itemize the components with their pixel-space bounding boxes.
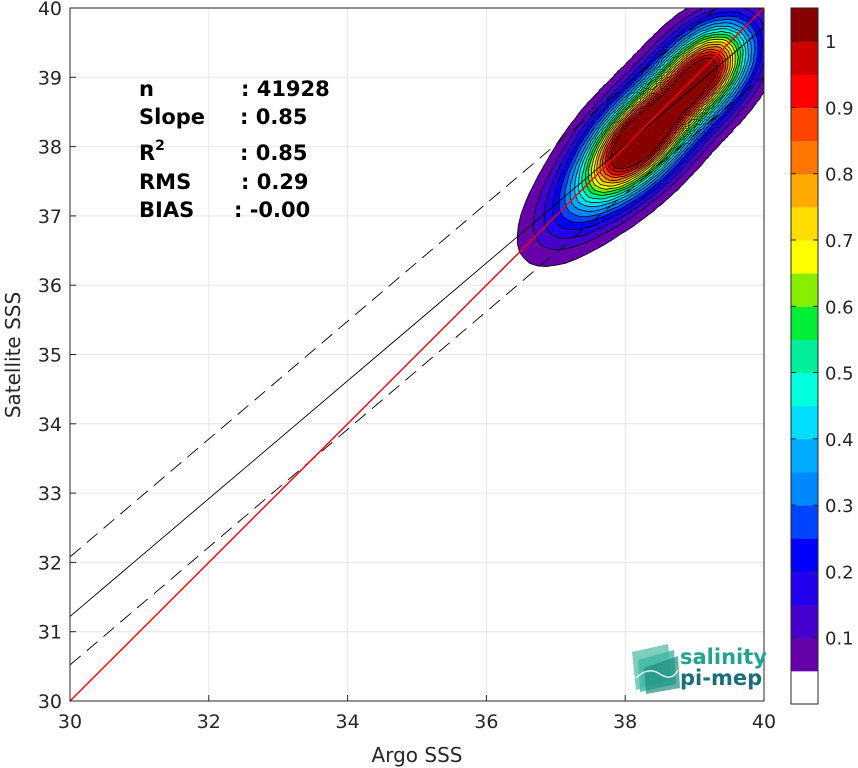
colorbar-band-10: [791, 339, 818, 374]
stat-label-4: BIAS: [139, 198, 194, 222]
x-tick-label-0: 30: [58, 711, 82, 733]
colorbar-band-7: [791, 438, 818, 473]
x-axis-ticks: 30 32 34 36 38 40: [58, 695, 776, 733]
y-tick-label-6: 36: [38, 275, 62, 297]
y-tick-label-9: 39: [38, 67, 62, 89]
contour-level-20: [609, 57, 718, 170]
logo-text-pi-mep: pi-mep: [680, 666, 762, 690]
stat-value-4: : -0.00: [234, 198, 310, 222]
colorbar-tick-label-3: 0.4: [825, 430, 854, 451]
y-tick-label-1: 31: [38, 622, 62, 644]
logo-wave-icon: [632, 644, 680, 694]
colorbar-tick-label-5: 0.6: [825, 297, 854, 318]
colorbar-band-13: [791, 240, 818, 274]
colorbar-band-16: [791, 140, 818, 175]
y-tick-label-8: 38: [38, 137, 62, 159]
colorbar-band-5: [791, 505, 818, 539]
y-tick-label-7: 37: [38, 206, 62, 228]
y-tick-label-3: 33: [38, 483, 62, 505]
colorbar-band-14: [791, 206, 818, 241]
x-tick-label-4: 38: [613, 711, 637, 733]
x-axis-label: Argo SSS: [372, 743, 463, 767]
salinity-pi-mep-logo: salinity pi-mep: [632, 644, 767, 694]
stat-label-0: n: [139, 77, 154, 101]
y-tick-label-10: 40: [38, 0, 62, 20]
x-tick-label-5: 40: [752, 711, 776, 733]
colorbar-band-2: [791, 604, 818, 639]
colorbar-tick-label-8: 0.9: [825, 98, 854, 119]
stat-value-1: : 0.85: [240, 105, 308, 129]
regression-fit-line: [70, 27, 764, 617]
colorbar-band-20: [791, 8, 818, 42]
colorbar-tick-label-1: 0.2: [825, 562, 854, 583]
reference-lines: [70, 8, 764, 701]
logo-text-salinity: salinity: [680, 645, 767, 669]
colorbar-band-17: [791, 107, 818, 142]
colorbar-band-15: [791, 173, 818, 208]
fit-lower-bound-line: [70, 75, 764, 666]
colorbar-tick-label-7: 0.8: [825, 165, 854, 186]
density-contours: [516, 8, 764, 268]
stat-value-2: : 0.85: [240, 141, 308, 165]
fit-upper-bound-line: [70, 8, 718, 558]
colorbar-frame: [790, 7, 819, 705]
x-tick-label-3: 36: [474, 711, 498, 733]
stat-value-3: : 0.29: [241, 170, 309, 194]
colorbar-band-18: [791, 74, 818, 108]
colorbar-band-19: [791, 41, 818, 75]
colorbar-band-1: [791, 637, 818, 672]
colorbar-tick-label-2: 0.3: [825, 496, 854, 517]
x-tick-label-1: 32: [197, 711, 221, 733]
colorbar-band-11: [791, 306, 818, 340]
stat-label-3: RMS: [139, 170, 191, 194]
colorbar-tick-label-9: 1: [825, 32, 836, 53]
stat-superscript-2: 2: [155, 138, 165, 154]
y-tick-label-2: 32: [38, 552, 62, 574]
stat-label-1: Slope: [139, 105, 205, 129]
y-axis-label: Satellite SSS: [1, 292, 25, 418]
colorbar-band-6: [791, 472, 818, 506]
colorbar-tick-label-4: 0.5: [825, 364, 854, 385]
stat-value-0: : 41928: [241, 77, 330, 101]
y-tick-label-5: 35: [38, 345, 62, 367]
colorbar-band-0: [791, 670, 818, 705]
colorbar-band-9: [791, 372, 818, 407]
colorbar-tick-label-6: 0.7: [825, 231, 854, 252]
y-tick-label-4: 34: [38, 414, 62, 436]
grid: [69, 7, 765, 702]
colorbar-band-8: [791, 405, 818, 440]
colorbar-tick-label-0: 0.1: [825, 629, 854, 650]
y-tick-label-0: 30: [38, 691, 62, 713]
colorbar: 0.1 0.2 0.3 0.4 0.5 0.6 0.7 0.8 0.9 1: [790, 7, 854, 705]
one-to-one-line: [70, 8, 764, 701]
colorbar-band-12: [791, 273, 818, 307]
colorbar-band-3: [791, 571, 818, 606]
x-tick-label-2: 34: [336, 711, 360, 733]
y-axis-ticks: 30 31 32 33 34 35 36 37 38 39 40: [38, 0, 76, 713]
colorbar-band-4: [791, 538, 818, 572]
